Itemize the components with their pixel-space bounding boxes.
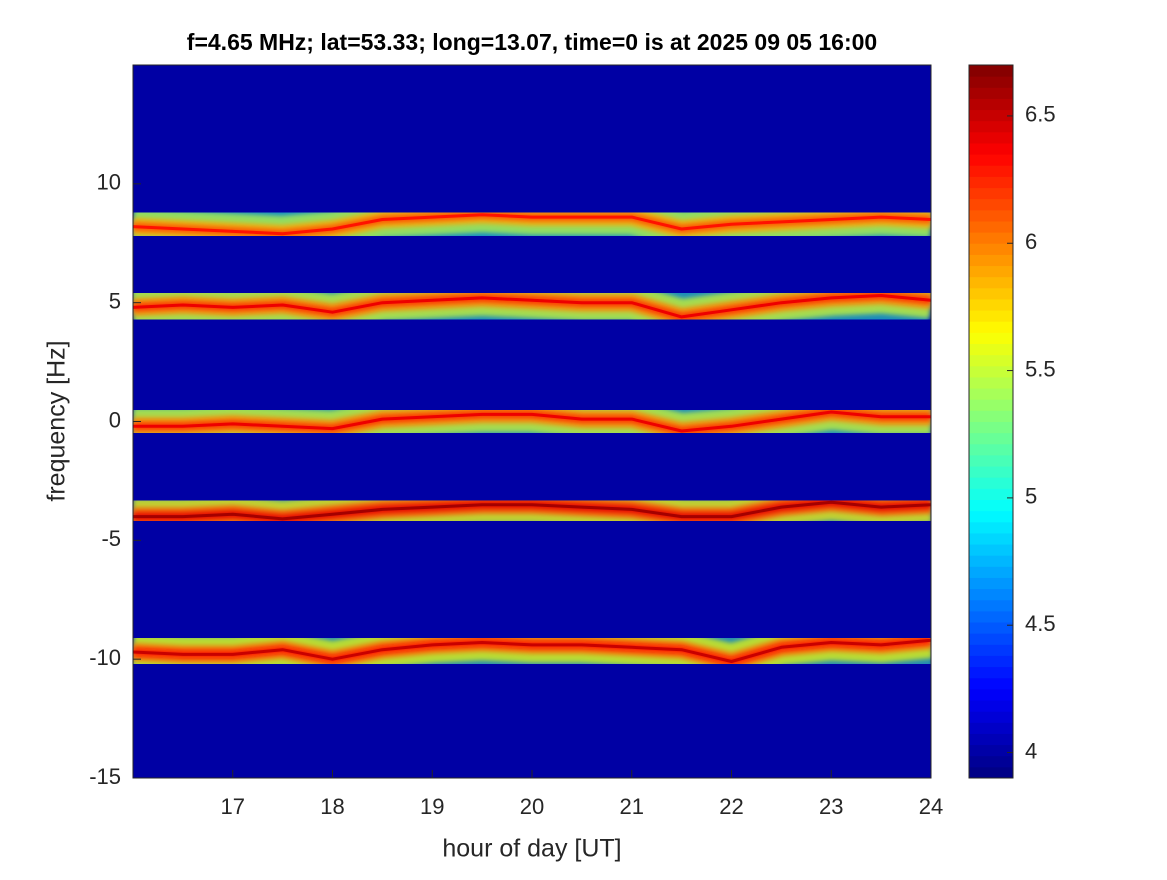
colorbar-swatch: [969, 510, 1013, 523]
y-tick-label: -5: [101, 526, 121, 551]
colorbar-tick-label: 5.5: [1025, 356, 1056, 381]
chart-title: f=4.65 MHz; lat=53.33; long=13.07, time=…: [187, 29, 877, 55]
colorbar-swatch: [969, 744, 1013, 757]
colorbar-swatch: [969, 65, 1013, 77]
colorbar-swatch: [969, 700, 1013, 712]
y-axis-label: frequency [Hz]: [43, 340, 71, 501]
colorbar-swatch: [969, 666, 1013, 679]
colorbar-tick-label: 5: [1025, 484, 1037, 509]
colorbar-swatch: [969, 298, 1013, 311]
colorbar-swatch: [969, 287, 1013, 300]
x-tick-label: 23: [819, 794, 843, 819]
colorbar-swatch: [969, 655, 1013, 668]
colorbar-swatch: [969, 410, 1013, 422]
colorbar-swatch: [969, 733, 1013, 746]
colorbar-swatch: [969, 421, 1013, 434]
ridge: [133, 213, 931, 236]
ridge: [133, 410, 931, 433]
colorbar-swatch: [969, 766, 1013, 779]
x-tick-label: 19: [420, 794, 444, 819]
colorbar-swatch: [969, 321, 1013, 333]
ridge: [133, 294, 931, 319]
colorbar-swatch: [969, 622, 1013, 634]
colorbar-swatch: [969, 131, 1013, 144]
colorbar-swatch: [969, 466, 1013, 478]
colorbar-swatch: [969, 555, 1013, 567]
colorbar-swatch: [969, 599, 1013, 612]
colorbar-swatch: [969, 232, 1013, 244]
colorbar-swatch: [969, 254, 1013, 267]
colorbar-swatch: [969, 310, 1013, 322]
colorbar-swatch: [969, 488, 1013, 500]
colorbar-swatch: [969, 443, 1013, 456]
plot-area: [133, 65, 931, 778]
colorbar-tick-label: 4: [1025, 738, 1037, 763]
colorbar-swatch: [969, 688, 1013, 701]
x-axis-label: hour of day [UT]: [442, 835, 621, 863]
y-tick-label: 0: [109, 407, 121, 432]
x-tick-label: 18: [320, 794, 344, 819]
ridge: [133, 638, 931, 663]
x-tick-label: 22: [719, 794, 743, 819]
colorbar-swatch: [969, 109, 1013, 122]
colorbar-swatch: [969, 220, 1013, 233]
colorbar-swatch: [969, 198, 1013, 211]
colorbar-swatch: [969, 711, 1013, 723]
colorbar-swatch: [969, 644, 1013, 656]
colorbar-swatch: [969, 376, 1013, 389]
colorbar: [969, 65, 1013, 779]
x-tick-label: 24: [919, 794, 943, 819]
colorbar-swatch: [969, 343, 1013, 356]
colorbar-swatch: [969, 365, 1013, 378]
colorbar-swatch: [969, 677, 1013, 690]
colorbar-tick-label: 6.5: [1025, 102, 1056, 127]
colorbar-swatch: [969, 588, 1013, 601]
y-tick-label: 5: [109, 288, 121, 313]
colorbar-swatch: [969, 477, 1013, 489]
colorbar-swatch: [969, 98, 1013, 111]
colorbar-swatch: [969, 633, 1013, 645]
colorbar-swatch: [969, 532, 1013, 545]
colorbar-swatch: [969, 499, 1013, 512]
colorbar-swatch: [969, 187, 1013, 200]
colorbar-frame: [968, 64, 1014, 779]
y-tick-label: -10: [89, 645, 121, 670]
colorbar-swatch: [969, 120, 1013, 133]
colorbar-swatch: [969, 243, 1013, 255]
colorbar-swatch: [969, 432, 1013, 445]
colorbar-swatch: [969, 142, 1013, 155]
colorbar-swatch: [969, 209, 1013, 222]
colorbar-swatch: [969, 176, 1013, 189]
y-tick-label: -15: [89, 764, 121, 789]
colorbar-swatch: [969, 354, 1013, 367]
colorbar-swatch: [969, 388, 1013, 400]
ridge: [133, 500, 931, 521]
colorbar-swatch: [969, 577, 1013, 590]
colorbar-swatch: [969, 610, 1013, 623]
colorbar-swatch: [969, 544, 1013, 556]
colorbar-swatch: [969, 154, 1013, 166]
colorbar-tick-label: 6: [1025, 229, 1037, 254]
colorbar-swatch: [969, 755, 1013, 768]
colorbar-swatch: [969, 566, 1013, 578]
colorbar-swatch: [969, 722, 1013, 734]
x-tick-label: 17: [221, 794, 245, 819]
colorbar-swatch: [969, 165, 1013, 177]
colorbar-swatch: [969, 276, 1013, 289]
colorbar-swatch: [969, 76, 1013, 88]
colorbar-swatch: [969, 265, 1013, 278]
colorbar-swatch: [969, 521, 1013, 534]
colorbar-swatch: [969, 332, 1013, 345]
colorbar-tick-label: 4.5: [1025, 611, 1056, 636]
colorbar-swatch: [969, 399, 1013, 411]
colorbar-swatch: [969, 454, 1013, 467]
x-tick-label: 20: [520, 794, 544, 819]
y-tick-label: 10: [97, 170, 121, 195]
x-tick-label: 21: [620, 794, 644, 819]
colorbar-swatch: [969, 87, 1013, 99]
